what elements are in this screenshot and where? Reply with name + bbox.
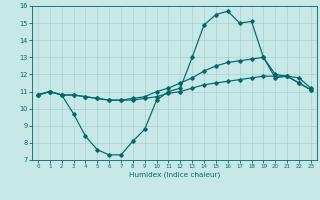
X-axis label: Humidex (Indice chaleur): Humidex (Indice chaleur) [129,171,220,178]
